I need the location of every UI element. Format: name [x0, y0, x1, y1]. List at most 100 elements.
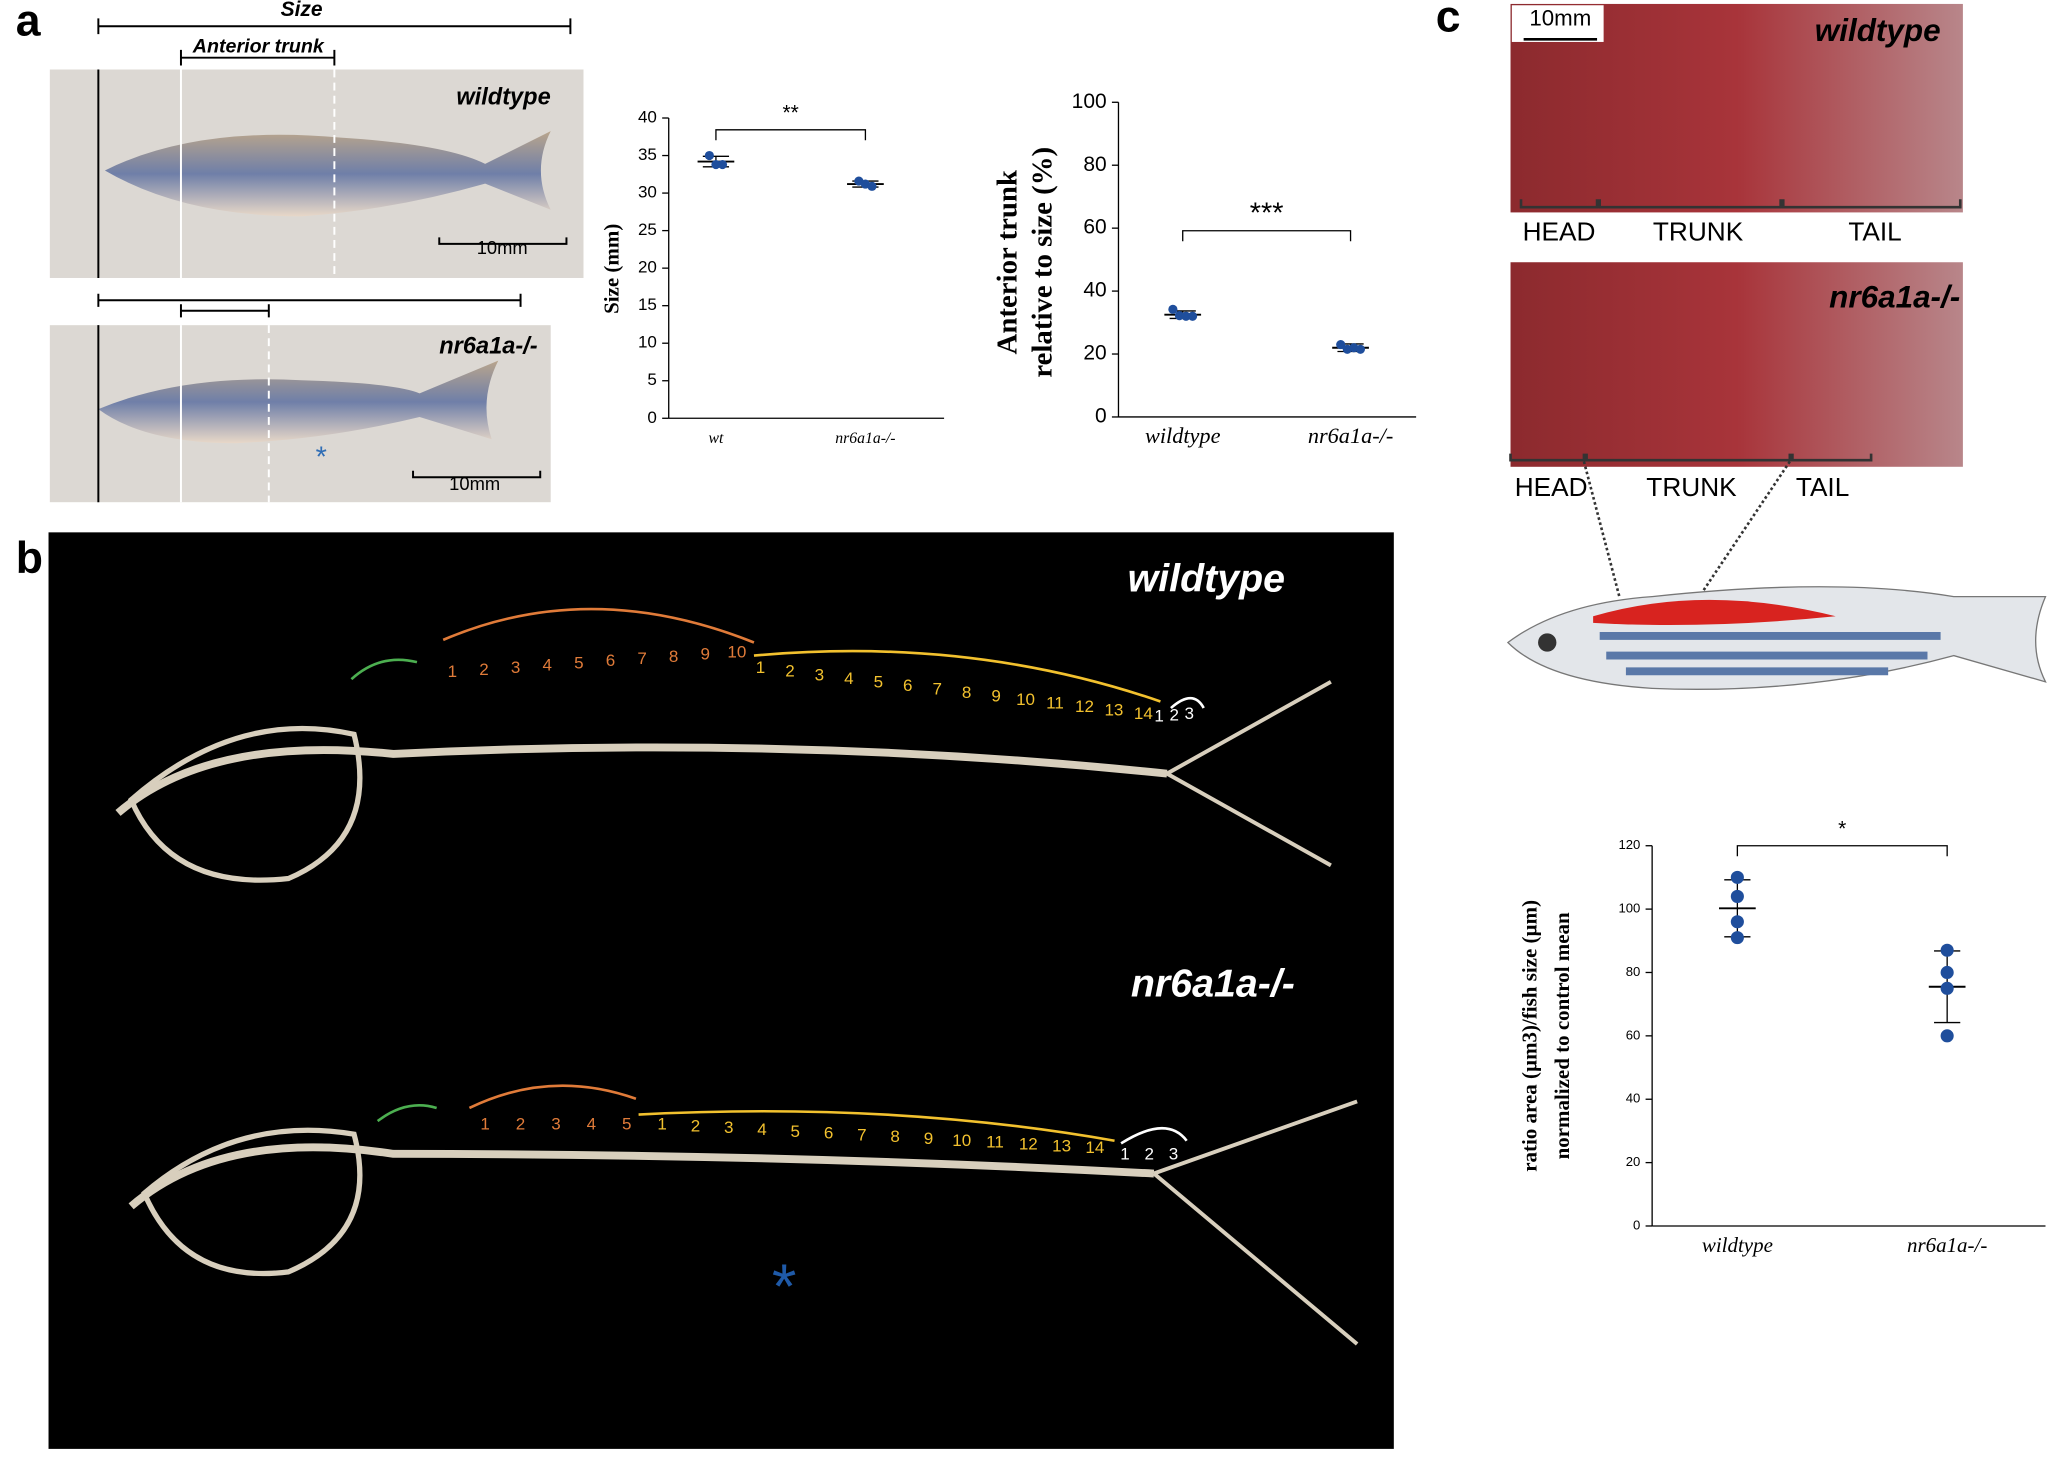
data-point — [1940, 965, 1954, 980]
significance-bracket — [1182, 230, 1352, 242]
data-point — [1181, 311, 1191, 321]
vertebra-number: 10 — [1016, 690, 1035, 709]
y-axis-label: Anterior trunk — [991, 170, 1023, 354]
y-tick-label: 120 — [1618, 837, 1640, 852]
vertebra-number: 6 — [824, 1124, 833, 1143]
scale-box — [1511, 5, 1604, 42]
size-label: Size — [281, 0, 323, 21]
x-tick-label: wildtype — [1702, 1233, 1773, 1257]
data-point — [1187, 311, 1198, 321]
measure-lines — [97, 18, 572, 503]
data-point — [1730, 870, 1744, 884]
y-tick-label: 5 — [647, 370, 656, 389]
vertebra-number: 2 — [1169, 705, 1178, 724]
stain-photo — [1510, 262, 1963, 467]
y-tick-label: 15 — [638, 295, 657, 314]
vertebra-number: 14 — [1085, 1138, 1104, 1157]
y-tick-label: 60 — [1083, 216, 1106, 239]
data-point — [867, 181, 877, 191]
genotype-label: wildtype — [1815, 13, 1941, 48]
vertebra-number: 2 — [691, 1116, 700, 1135]
y-tick-label: 40 — [1083, 279, 1106, 302]
significance-bracket — [715, 129, 867, 141]
x-tick-label: nr6a1a-/- — [1308, 423, 1393, 448]
vertebra-number: 3 — [511, 658, 520, 677]
data-point — [1168, 304, 1178, 314]
data-point — [1730, 931, 1744, 945]
vertebra-number: 11 — [1046, 694, 1064, 713]
scale-label: 10mm — [477, 237, 528, 258]
y-tick-label: 20 — [1626, 1154, 1641, 1169]
vertebra-number: 9 — [924, 1129, 933, 1148]
y-tick-label: 40 — [638, 108, 657, 127]
y-tick-label: 10 — [638, 333, 657, 352]
vertebra-number: 8 — [962, 683, 971, 702]
y-tick-label: 0 — [1095, 405, 1107, 428]
vertebra-number: 2 — [785, 662, 794, 681]
vertebra-number: 4 — [542, 656, 551, 675]
y-axis-label: relative to size (%) — [1027, 147, 1059, 378]
vertebra-number: 3 — [815, 665, 824, 684]
y-tick-label: 30 — [638, 183, 657, 202]
vertebra-number: 1 — [480, 1115, 489, 1134]
y-axis-label: normalized to control mean — [1550, 912, 1574, 1159]
y-tick-label: 25 — [638, 220, 657, 239]
region-label: TRUNK — [1646, 472, 1737, 502]
vertebra-number: 3 — [724, 1118, 733, 1137]
data-point — [1940, 981, 1954, 995]
vertebra-number: 9 — [991, 686, 1000, 705]
panel-label: c — [1436, 0, 1461, 41]
genotype-label: nr6a1a-/- — [1131, 961, 1295, 1005]
vertebra-number: 8 — [669, 647, 678, 666]
panel-label: a — [16, 0, 42, 45]
anterior-trunk-label: Anterior trunk — [192, 35, 325, 57]
genotype-label: wildtype — [1128, 556, 1285, 600]
vertebra-number: 5 — [622, 1115, 631, 1134]
x-tick-label: nr6a1a-/- — [1907, 1233, 1987, 1257]
data-point — [1336, 339, 1346, 350]
vertebra-number: 11 — [986, 1133, 1004, 1152]
data-point — [1355, 344, 1365, 354]
vertebra-number: 8 — [890, 1127, 899, 1146]
ct-background — [48, 532, 1394, 1449]
y-tick-label: 100 — [1618, 901, 1640, 916]
y-axis-label: ratio area (µm3)/fish size (µm) — [1517, 900, 1541, 1172]
vertebra-number: 13 — [1104, 701, 1123, 720]
skeleton-sketch — [115, 680, 1359, 1346]
region-brackets — [1509, 199, 1962, 597]
y-axis-label: Size (mm) — [599, 224, 623, 314]
genotype-label: nr6a1a-/- — [1829, 279, 1960, 314]
vertebra-number: 4 — [757, 1120, 766, 1139]
vertebra-number: 1 — [1120, 1145, 1129, 1164]
data-point — [704, 150, 714, 161]
region-label: TRUNK — [1653, 216, 1744, 246]
panel-label: b — [16, 534, 43, 583]
vertebra-number: 7 — [857, 1125, 866, 1144]
vertebra-number: 5 — [574, 653, 583, 672]
vertebra-number: 7 — [932, 679, 941, 698]
significance-label: * — [1838, 818, 1846, 841]
vertebra-number: 4 — [844, 669, 853, 688]
data-point — [1940, 1029, 1954, 1043]
x-tick-label: nr6a1a-/- — [835, 430, 895, 447]
vertebra-number: 10 — [952, 1131, 971, 1150]
y-tick-label: 80 — [1083, 153, 1106, 176]
y-tick-label: 100 — [1072, 90, 1107, 113]
vertebra-number: 9 — [701, 645, 710, 664]
vertebra-number: 3 — [1185, 704, 1194, 723]
vertebra-number: 14 — [1134, 704, 1153, 723]
vertebra-number: 2 — [479, 660, 488, 679]
significance-bracket — [1736, 845, 1948, 857]
genotype-label: wildtype — [456, 85, 550, 111]
y-tick-label: 60 — [1626, 1027, 1641, 1042]
data-point — [1730, 915, 1744, 929]
fish-illustration — [1506, 586, 2047, 690]
region-label: HEAD — [1515, 472, 1588, 502]
y-tick-label: 0 — [1633, 1217, 1640, 1232]
region-label: HEAD — [1523, 216, 1596, 246]
x-tick-label: wildtype — [1145, 423, 1221, 448]
scale-label: 10mm — [1529, 6, 1591, 31]
region-label: TAIL — [1848, 216, 1901, 246]
